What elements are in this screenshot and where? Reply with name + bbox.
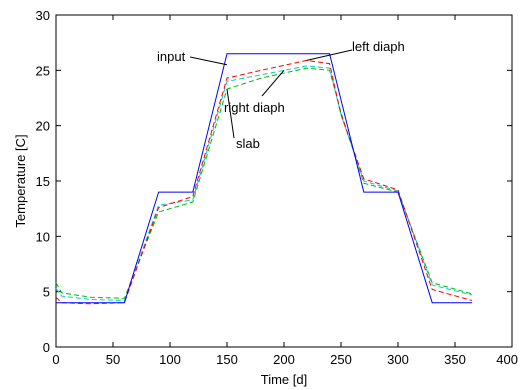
series-layer (55, 53, 473, 305)
x-tick-label: 250 (330, 352, 352, 367)
y-tick-label: 15 (36, 174, 50, 189)
y-tick-label: 30 (36, 8, 50, 23)
y-tick-label: 20 (36, 119, 50, 134)
x-tick-label: 300 (387, 352, 409, 367)
x-axis-title: Time [d] (261, 372, 307, 387)
series-line-left-diaph (55, 59, 473, 305)
y-tick-label: 5 (43, 285, 50, 300)
series-line-input (56, 53, 473, 304)
x-tick-label: 0 (52, 352, 59, 367)
y-tick-label: 10 (36, 229, 50, 244)
annotation-label-input: input (157, 49, 186, 64)
annotation-leader-left-diaph (306, 49, 353, 61)
series-line-slab (55, 67, 473, 299)
annotation-leader-right-diaph (261, 70, 285, 97)
y-tick-label: 25 (36, 63, 50, 78)
x-tick-label: 100 (159, 352, 181, 367)
annotation-label-right-diaph: right diaph (224, 100, 285, 115)
annotation-leader-input (189, 56, 228, 66)
annotation-label-left-diaph: left diaph (352, 39, 405, 54)
x-tick-label: 400 (496, 352, 518, 367)
annotation-label-slab: slab (236, 136, 260, 151)
annotation-leader-slab (226, 89, 235, 139)
x-tick-label: 150 (216, 352, 238, 367)
y-axis-title: Temperature [C] (13, 134, 28, 227)
series-line-right-diaph (55, 65, 473, 302)
x-tick-label: 200 (273, 352, 295, 367)
x-tick-label: 50 (106, 352, 120, 367)
y-axis-ticks: 0 5 10 15 20 25 30 (36, 8, 512, 355)
y-tick-label: 0 (43, 340, 50, 355)
annotation-layer: input left diaph right diaph slab (157, 39, 405, 151)
x-axis-ticks: 0 50 100 150 200 250 300 350 400 (52, 15, 518, 367)
x-tick-label: 350 (444, 352, 466, 367)
